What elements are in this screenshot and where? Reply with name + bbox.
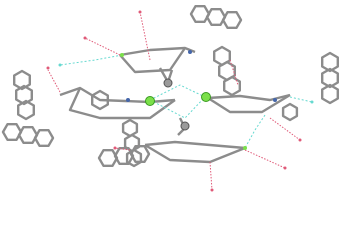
- carbon-atom: [180, 121, 190, 131]
- carbon-atom: [163, 78, 173, 88]
- halogen-atom: [243, 146, 247, 150]
- aromatic-ring: [123, 133, 141, 153]
- nitrogen-atom: [188, 50, 192, 54]
- chain-bond: [119, 47, 186, 74]
- contact-line: [47, 69, 61, 93]
- aromatic-ring: [221, 10, 243, 29]
- aromatic-ring: [189, 4, 211, 23]
- chain-bond: [207, 93, 291, 102]
- contact-line: [229, 59, 239, 86]
- hydrogen-atom: [113, 146, 117, 150]
- backbone-bonds: [59, 46, 291, 164]
- molecular-framework: [1, 4, 339, 168]
- aromatic-ring: [321, 83, 339, 105]
- hydrogen-atom: [58, 63, 62, 67]
- chain-bond: [59, 86, 176, 104]
- contact-line: [84, 37, 121, 56]
- aromatic-ring: [222, 75, 242, 97]
- aromatic-ring: [15, 84, 33, 106]
- hydrogen-atom: [210, 188, 214, 192]
- contact-line: [114, 147, 131, 151]
- chain-bond: [68, 87, 176, 120]
- aromatic-ring: [281, 102, 299, 122]
- hydrogen-atom: [138, 10, 142, 14]
- contact-line: [269, 117, 301, 141]
- crystal-packing-figure: [1, 4, 339, 192]
- hydrogen-atom: [283, 166, 287, 170]
- nitrogen-atom: [126, 98, 130, 102]
- nitrogen-atom: [273, 98, 277, 102]
- aromatic-ring: [205, 7, 227, 26]
- hydrogen-atom: [298, 138, 302, 142]
- contact-line: [289, 96, 313, 103]
- aromatic-ring: [321, 51, 339, 73]
- contact-line: [149, 96, 206, 119]
- aromatic-ring: [121, 118, 139, 138]
- hydrogen-atom: [83, 36, 87, 40]
- contact-line: [244, 149, 286, 169]
- aromatic-ring: [125, 148, 143, 168]
- aromatic-ring: [129, 144, 151, 164]
- halogen-atom: [120, 53, 124, 57]
- contact-line: [149, 84, 206, 101]
- aromatic-ring: [17, 125, 39, 145]
- aromatic-ring: [1, 122, 23, 142]
- contact-line: [59, 54, 123, 66]
- pi-contacts: [47, 11, 301, 191]
- halogen-atom: [145, 96, 155, 106]
- chain-bond: [144, 140, 246, 150]
- aromatic-ring: [321, 67, 339, 89]
- contact-line: [209, 161, 213, 191]
- aromatic-ring: [12, 69, 31, 91]
- atoms: [46, 10, 314, 192]
- hydrogen-atom: [46, 66, 50, 70]
- aromatic-ring: [33, 128, 55, 148]
- aromatic-ring: [17, 99, 35, 121]
- contact-line: [139, 11, 151, 61]
- chain-bond: [144, 143, 246, 164]
- contact-line: [244, 114, 266, 149]
- chain-bond: [207, 93, 291, 114]
- aromatic-ring: [97, 148, 119, 168]
- hydrogen-atom: [310, 100, 314, 104]
- hydrogen-bonds: [59, 54, 313, 149]
- halogen-atom: [201, 92, 211, 102]
